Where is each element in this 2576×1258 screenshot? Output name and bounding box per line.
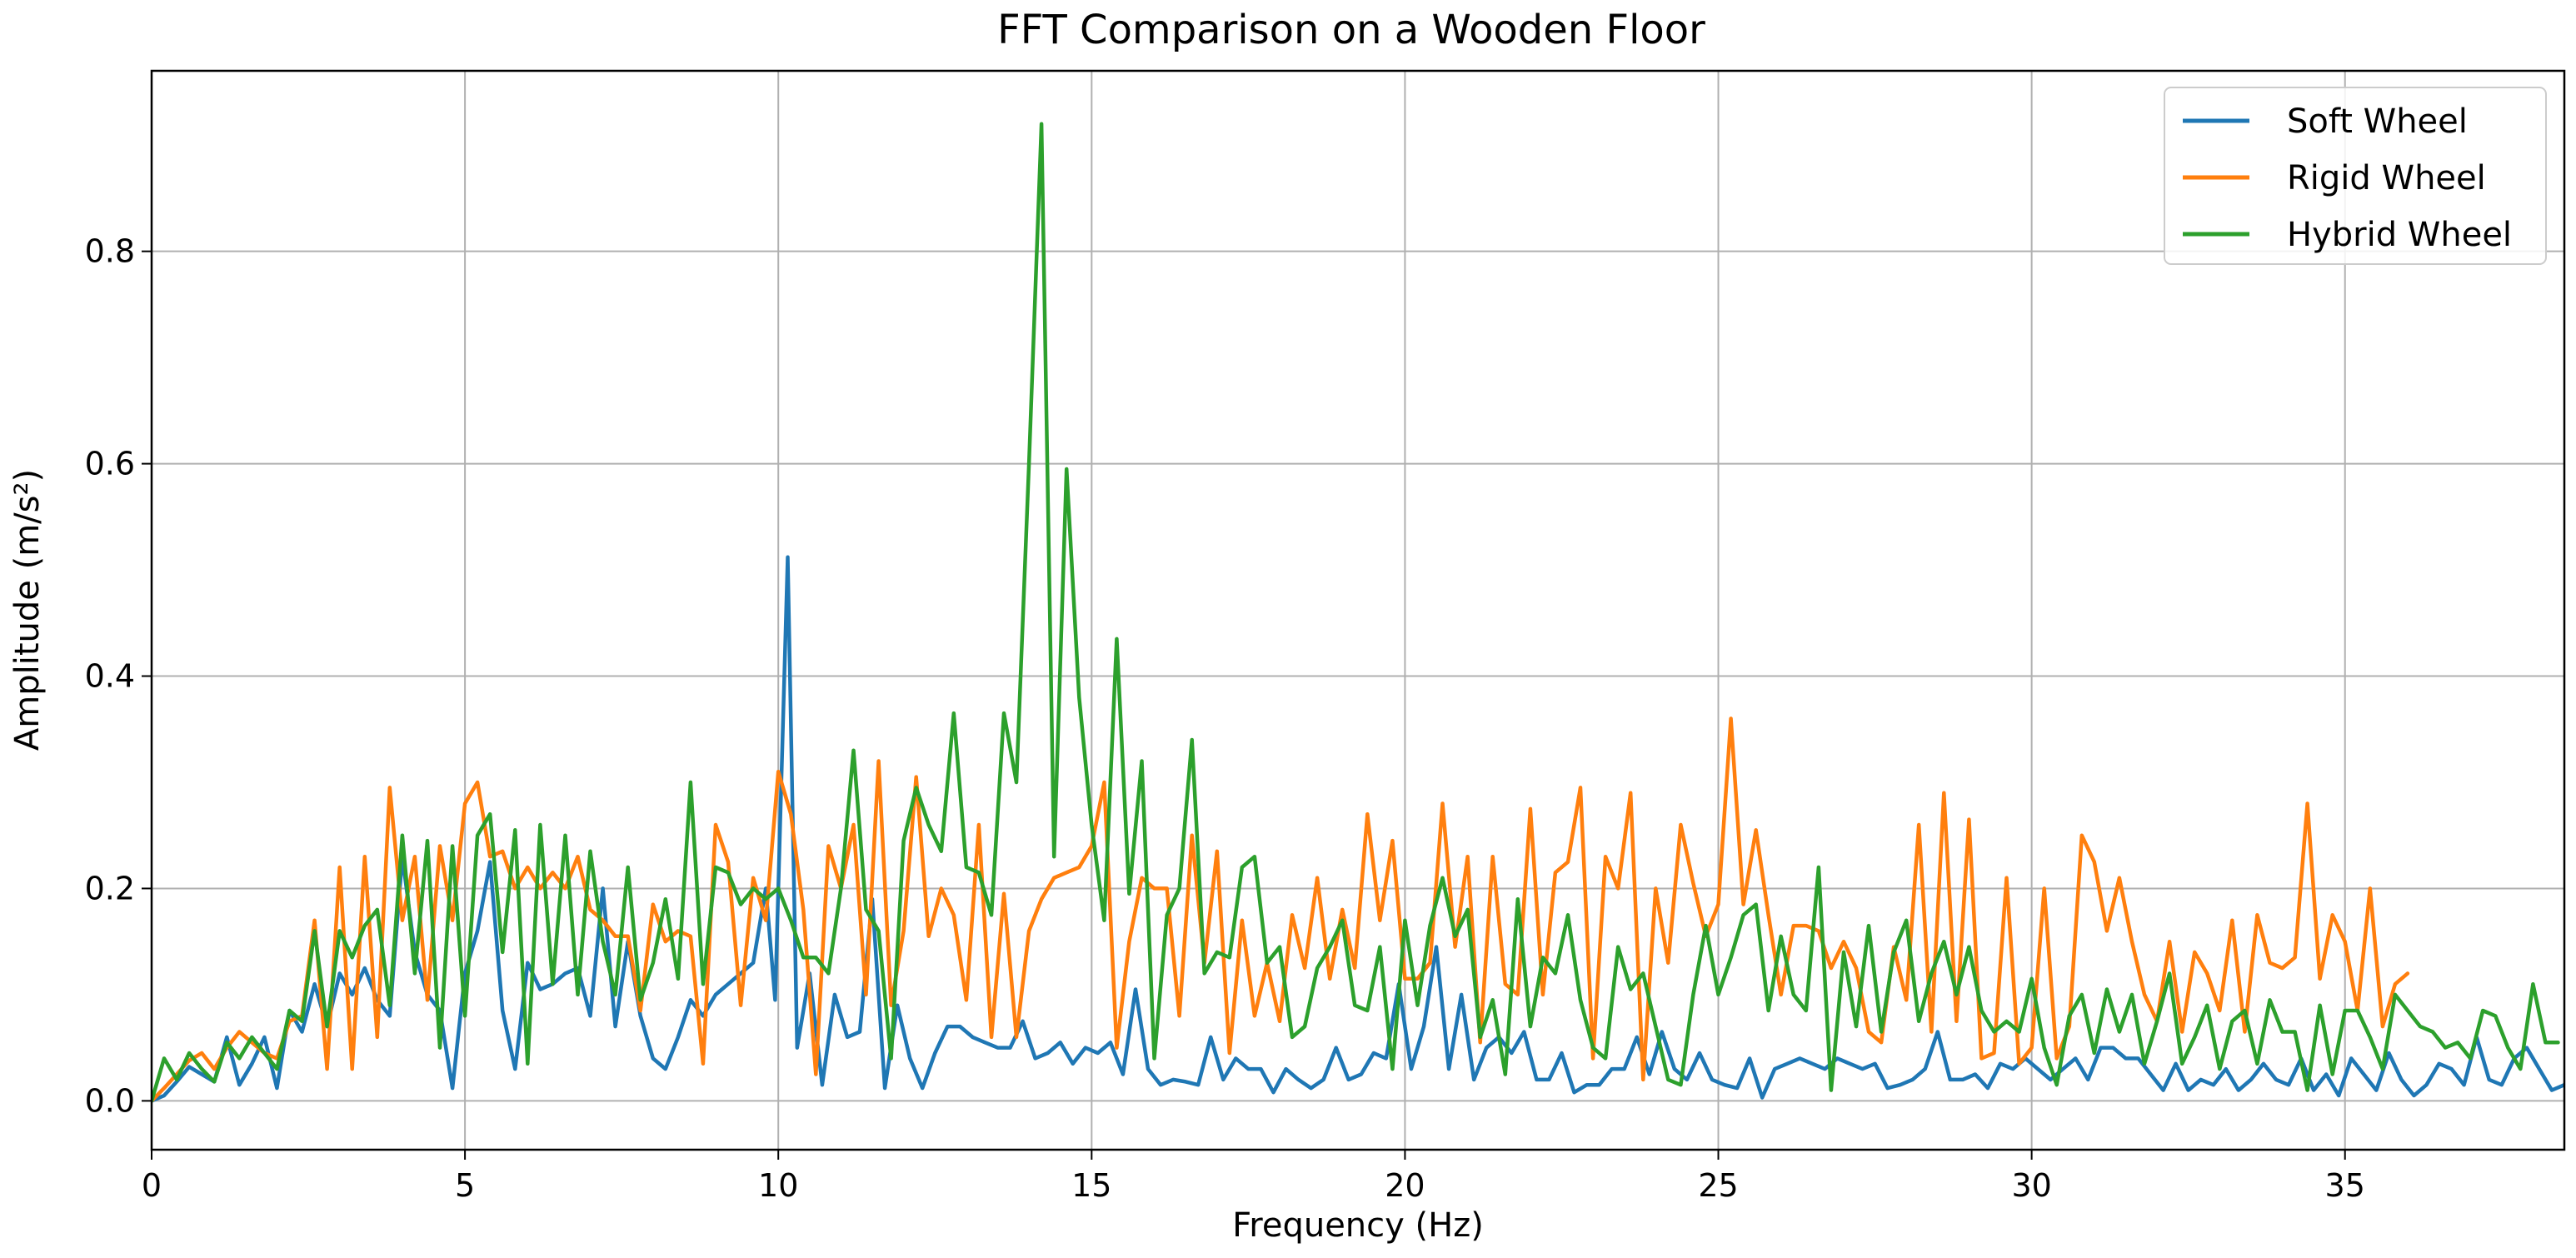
x-tick-label: 0 (142, 1167, 162, 1204)
plot-frame (150, 69, 2566, 1151)
axis-ticks: 0 5 10 15 20 25 30 35 0.0 0.2 0.4 0.6 0.8 (85, 233, 2365, 1204)
x-tick-label: 20 (1385, 1167, 1425, 1204)
x-tick-label: 30 (2011, 1167, 2051, 1204)
y-tick-label: 0.8 (85, 233, 135, 270)
x-tick-label: 25 (1698, 1167, 1738, 1204)
legend-label-hybrid-wheel: Hybrid Wheel (2287, 216, 2512, 254)
series-line-rigid-wheel (152, 716, 2410, 1103)
x-tick-label: 35 (2325, 1167, 2365, 1204)
series-line-hybrid-wheel (152, 122, 2560, 1103)
x-tick-label: 15 (1071, 1167, 1111, 1204)
series-line-soft-wheel (152, 555, 2564, 1103)
legend-label-rigid-wheel: Rigid Wheel (2287, 159, 2486, 197)
series-layer (152, 122, 2564, 1103)
legend-label-soft-wheel: Soft Wheel (2287, 102, 2468, 141)
x-tick-label: 5 (455, 1167, 475, 1204)
legend: Soft Wheel Rigid Wheel Hybrid Wheel (2164, 87, 2547, 265)
y-axis-label: Amplitude (m/s²) (8, 469, 47, 751)
x-axis-label: Frequency (Hz) (1232, 1206, 1484, 1245)
x-tick-label: 10 (758, 1167, 798, 1204)
y-tick-label: 0.2 (85, 870, 135, 906)
y-tick-label: 0.0 (85, 1082, 135, 1119)
y-tick-label: 0.6 (85, 446, 135, 482)
chart-title: FFT Comparison on a Wooden Floor (997, 7, 1705, 53)
legend-box (2164, 87, 2547, 265)
y-tick-label: 0.4 (85, 658, 135, 695)
